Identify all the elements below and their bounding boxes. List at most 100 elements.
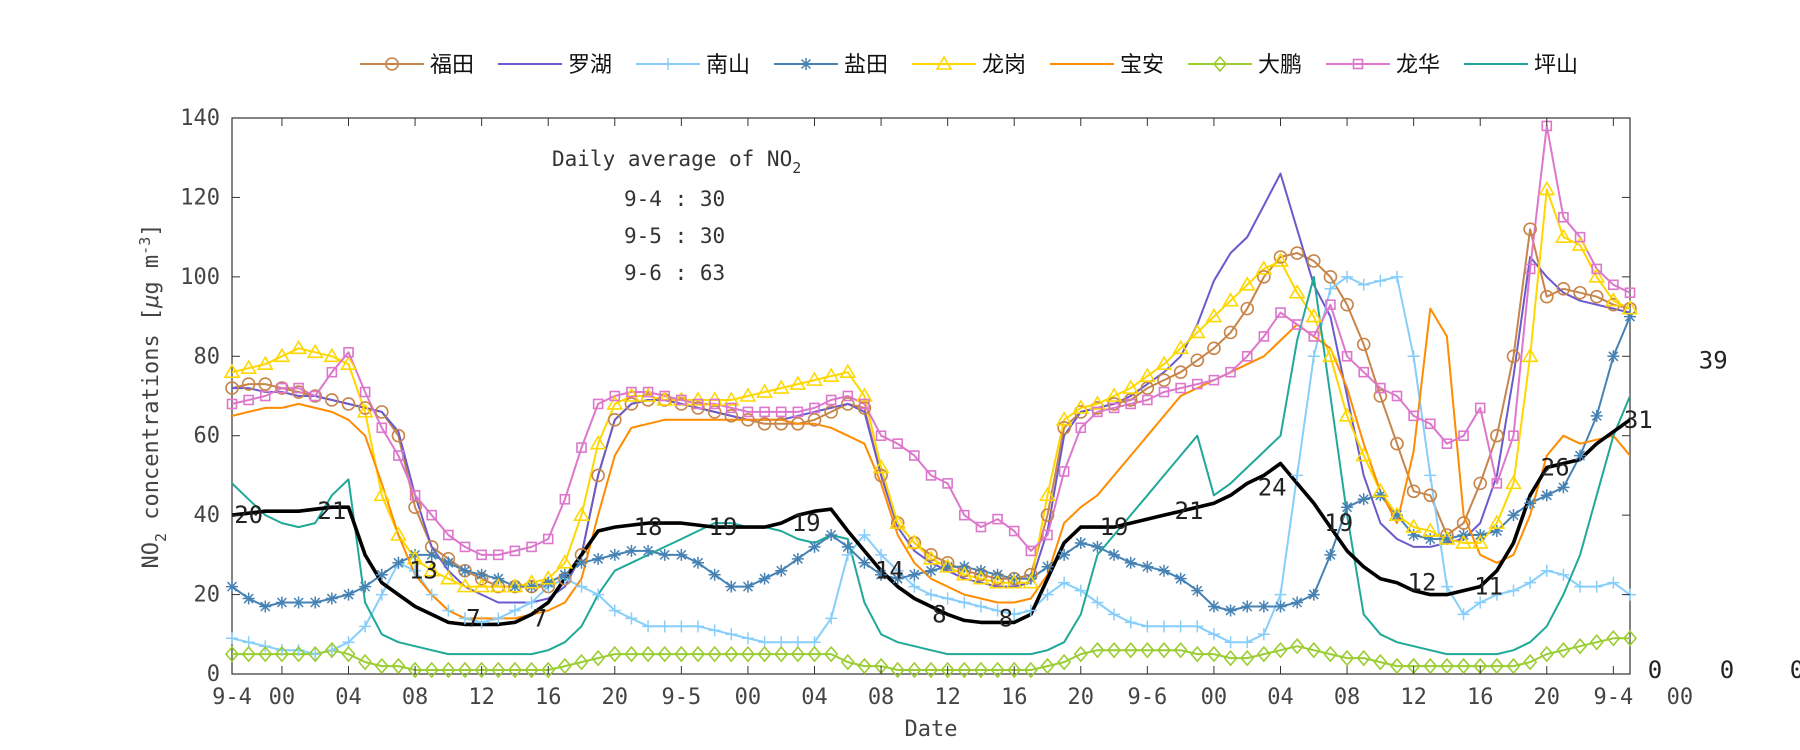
data-label: 19	[1324, 509, 1353, 537]
series-4-marker	[841, 540, 854, 553]
series-7-marker	[1306, 641, 1321, 659]
y-tick-label: 60	[194, 424, 221, 449]
extra-right-label: 0	[1790, 656, 1800, 684]
series-7-marker	[1423, 657, 1438, 675]
series-1-marker	[1057, 420, 1071, 435]
series-8-marker	[426, 509, 438, 521]
series-7-marker	[224, 645, 240, 663]
series-1-marker	[1207, 341, 1221, 356]
series-3-marker	[1124, 616, 1137, 629]
series-3-marker	[1008, 608, 1021, 621]
series-5-marker	[889, 514, 907, 529]
series-3-marker	[1024, 604, 1037, 617]
series-3-marker	[908, 580, 921, 593]
series-1-marker	[291, 385, 306, 399]
series-8-marker	[1158, 386, 1170, 398]
series-8-marker	[526, 541, 537, 553]
series-1-marker	[1423, 488, 1438, 503]
series-5-marker	[989, 574, 1006, 589]
legend-item: 大鹏	[1188, 53, 1302, 78]
extra-right-label: 0	[1648, 656, 1662, 684]
series-8-marker	[359, 386, 371, 398]
data-label: 13	[409, 557, 438, 585]
annotation-line-1: 9-4 : 30	[624, 187, 725, 211]
series-7-marker	[724, 645, 739, 663]
series-1-marker	[757, 416, 772, 431]
series-3-marker	[1374, 274, 1387, 287]
series-8-marker	[626, 386, 637, 398]
x-tick-label: 04	[335, 685, 362, 710]
series-7-marker	[957, 661, 972, 679]
series-8-marker	[1225, 366, 1236, 378]
y-tick-label: 140	[180, 106, 220, 131]
series-5-marker	[439, 570, 457, 585]
series-5-marker	[1172, 339, 1190, 355]
y-axis-title: NO2 concentrations [μg m-3]	[136, 223, 170, 568]
series-7-marker	[358, 653, 373, 671]
series-7-marker	[308, 645, 323, 663]
series-7-marker	[241, 645, 256, 663]
series-5-marker	[756, 383, 773, 398]
series-3-marker	[359, 620, 372, 633]
series-1-marker	[1240, 301, 1255, 316]
series-5-marker	[1338, 407, 1356, 422]
series-7-marker	[1223, 649, 1238, 667]
legend-label: 龙华	[1396, 53, 1440, 78]
series-7-marker	[1622, 630, 1638, 647]
series-4-marker	[1141, 560, 1154, 573]
series-7-marker	[1556, 641, 1571, 659]
series-3-marker	[1191, 620, 1204, 633]
series-8-marker	[825, 394, 837, 406]
series-4-marker	[1590, 409, 1603, 422]
series-4-marker	[592, 552, 605, 565]
series-3-marker	[508, 604, 521, 617]
legend-label: 南山	[706, 53, 750, 78]
series-1-marker	[1473, 476, 1488, 491]
series-8-marker	[1058, 466, 1070, 477]
series-7-marker	[1057, 653, 1072, 671]
series-1-marker	[840, 397, 855, 411]
series-7-marker	[1456, 657, 1471, 675]
series-4-marker	[891, 572, 904, 585]
series-8-marker	[542, 533, 554, 545]
data-labels-layer: 20 21 13 7 7 18 19 19 14 8 8 19 21 24 19 12 11 26 31 39	[234, 346, 1727, 632]
series-3-marker	[925, 588, 937, 601]
series-7-marker	[324, 641, 339, 659]
series-5-marker	[423, 562, 441, 577]
series-5-marker	[1604, 292, 1622, 307]
series-8-marker	[592, 398, 604, 410]
legend-marker	[1212, 55, 1228, 73]
series-7-marker	[524, 661, 539, 679]
series-4-marker	[1224, 604, 1237, 617]
series-3-marker	[1158, 620, 1170, 633]
annotation-title: Daily average of NO2	[552, 147, 801, 177]
series-1-marker	[707, 405, 722, 419]
series-5-marker	[356, 403, 374, 418]
series-4-marker	[259, 600, 272, 613]
series-4-marker	[1174, 572, 1187, 585]
series-4-marker	[1374, 489, 1387, 502]
series-7-marker	[457, 661, 473, 679]
series-3-marker	[525, 596, 538, 609]
series-4-marker	[808, 540, 821, 553]
data-label: 39	[1699, 346, 1728, 374]
y-tick-label: 120	[180, 185, 220, 210]
series-3-marker	[1424, 469, 1437, 482]
series-1-marker	[258, 377, 273, 391]
x-tick-label: 04	[801, 685, 828, 710]
series-1-marker	[308, 389, 323, 403]
series-1-marker	[1223, 325, 1238, 340]
series-3-marker	[974, 600, 987, 613]
series-8-marker	[1208, 374, 1220, 386]
series-3-marker	[1108, 608, 1121, 621]
series-3-marker	[1274, 588, 1287, 601]
series-4-marker	[275, 596, 288, 609]
series-3-marker	[675, 620, 688, 633]
series-5-marker	[1555, 228, 1572, 243]
series-5-marker	[839, 363, 857, 378]
series-7-marker	[740, 645, 755, 663]
series-4-marker	[925, 564, 937, 577]
series-1-marker	[1490, 428, 1504, 443]
series-7-marker	[790, 645, 805, 663]
